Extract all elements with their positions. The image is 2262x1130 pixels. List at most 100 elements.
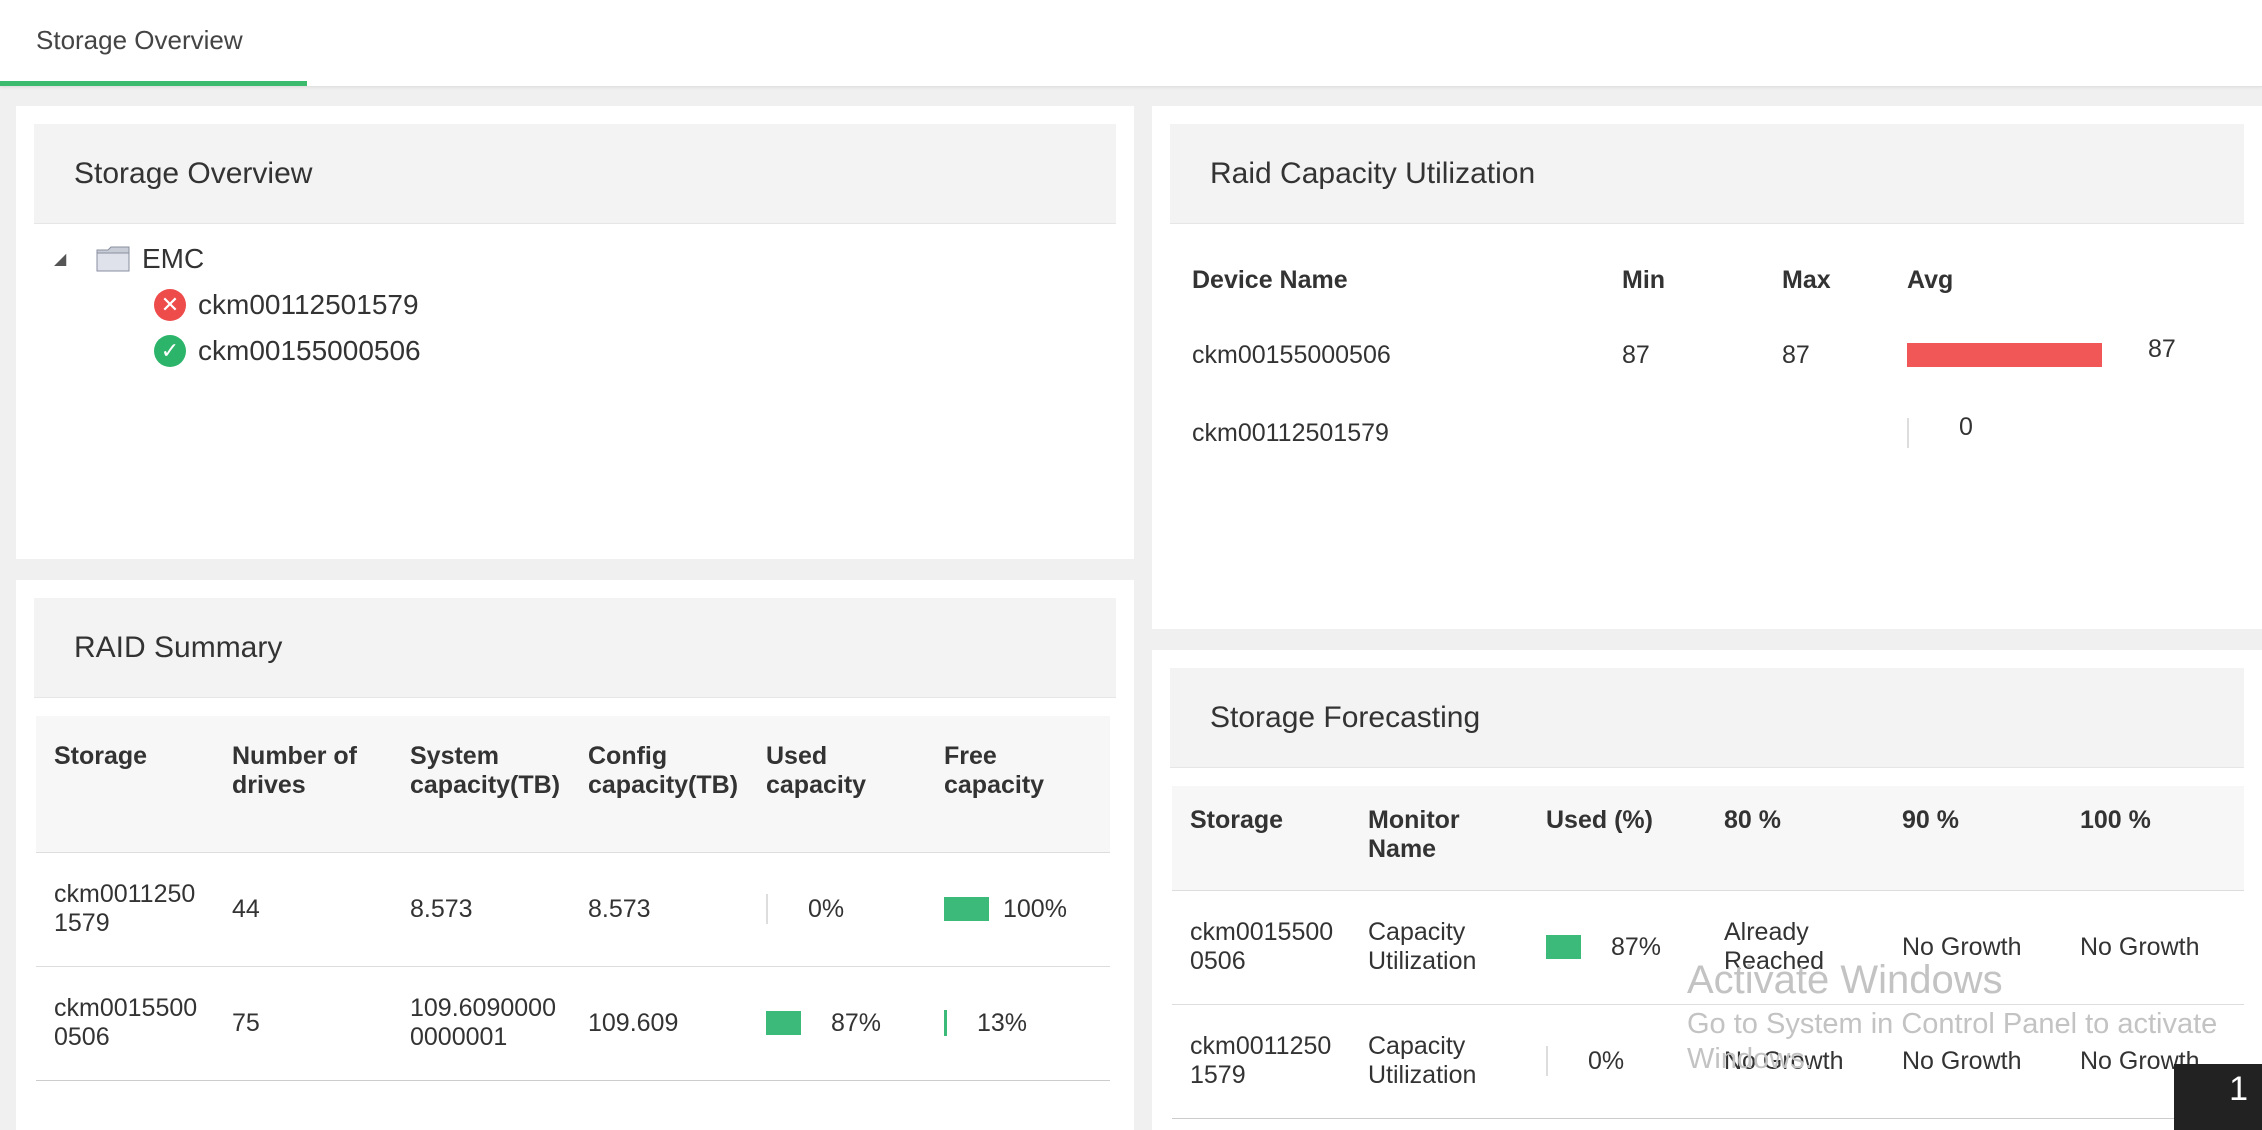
used-percent-value: 87% [1611, 932, 1662, 961]
cell-storage: ckm00155000506 [54, 994, 198, 1051]
column-header: Min [1622, 266, 1666, 294]
used-percent-value: 0% [1588, 1046, 1625, 1075]
table-row: ckm00155000506 Capacity Utilization 87% … [1172, 890, 2244, 1004]
cell-storage: ckm00112501579 [54, 880, 196, 937]
used-percent-bar [1546, 1046, 1548, 1076]
cell-drives: 44 [232, 894, 260, 923]
cell-80-percent: No Growth [1724, 1046, 1844, 1075]
storage-overview-panel: Storage Overview ◢ EMC ✕ ckm00112501579 … [16, 106, 1134, 559]
free-capacity-value: 13% [977, 1008, 1028, 1037]
storage-forecasting-table: Storage Monitor Name Used (%) 80 % 90 % … [1172, 786, 2244, 1119]
cell-max: 87 [1782, 340, 1810, 369]
column-header: Storage [1190, 806, 1284, 834]
cell-free-capacity: 100% [926, 852, 1110, 966]
column-header: Number of drives [232, 742, 357, 799]
avg-utilization-value: 0 [1959, 412, 1973, 441]
cell-free-capacity: 13% [926, 966, 1110, 1080]
cell-monitor-name: Capacity Utilization [1368, 918, 1477, 975]
folder-icon [96, 246, 130, 272]
table-row: ckm00155000506 75 109.60900000000001 109… [36, 966, 1110, 1080]
avg-utilization-bar [1907, 343, 2102, 367]
used-capacity-value: 0% [808, 894, 845, 923]
table-row: ckm00112501579 44 8.573 8.573 0% 100% [36, 852, 1110, 966]
avg-utilization-value: 87 [2148, 334, 2176, 363]
cell-used-percent: 0% [1528, 1004, 1706, 1118]
cell-device-name: ckm00112501579 [1192, 418, 1389, 447]
cell-avg: 0 [1889, 394, 2249, 472]
used-capacity-value: 87% [831, 1008, 882, 1037]
cell-system-capacity: 8.573 [410, 894, 473, 923]
tree-node-device[interactable]: ✓ ckm00155000506 [46, 328, 421, 374]
table-header-row: Storage Number of drives System capacity… [36, 716, 1110, 852]
cell-drives: 75 [232, 1008, 260, 1037]
column-header: Used (%) [1546, 806, 1653, 834]
free-capacity-bar [944, 1010, 947, 1036]
top-tab-bar: Storage Overview [0, 0, 2262, 87]
avg-utilization-bar [1907, 418, 1909, 448]
table-row: ckm00112501579 Capacity Utilization 0% N… [1172, 1004, 2244, 1118]
raid-summary-table: Storage Number of drives System capacity… [36, 716, 1110, 1081]
storage-overview-title: Storage Overview [34, 124, 1116, 224]
tree-node-root-label: EMC [142, 243, 205, 274]
cell-90-percent: No Growth [1902, 1046, 2022, 1075]
free-capacity-value: 100% [1003, 894, 1067, 923]
column-header: 100 % [2080, 806, 2151, 834]
cell-used-percent: 87% [1528, 890, 1706, 1004]
column-header: Avg [1907, 266, 1954, 294]
cell-used-capacity: 87% [748, 966, 926, 1080]
cell-system-capacity: 109.60900000000001 [410, 994, 556, 1051]
cell-avg: 87 [1889, 316, 2249, 394]
cell-config-capacity: 109.609 [588, 1008, 679, 1037]
cell-device-name: ckm00155000506 [1192, 340, 1391, 369]
column-header: Max [1782, 266, 1831, 294]
column-header: System capacity(TB) [410, 742, 561, 799]
tab-storage-overview[interactable]: Storage Overview [0, 0, 307, 86]
collapse-triangle-icon[interactable]: ◢ [54, 251, 67, 268]
free-capacity-bar [944, 897, 989, 921]
raid-capacity-title: Raid Capacity Utilization [1170, 124, 2244, 224]
ok-status-icon: ✓ [154, 335, 186, 367]
raid-capacity-panel: Raid Capacity Utilization Device Name Mi… [1152, 106, 2262, 629]
tree-node-device[interactable]: ✕ ckm00112501579 [46, 282, 421, 328]
column-header: Storage [54, 742, 148, 770]
column-header: 80 % [1724, 806, 1781, 834]
cell-100-percent: No Growth [2080, 932, 2200, 961]
column-header: Config capacity(TB) [588, 742, 739, 799]
notification-badge[interactable]: 1 [2174, 1064, 2262, 1130]
column-header: Device Name [1192, 266, 1348, 294]
activation-watermark-title: Activate Windows [1687, 958, 2003, 1002]
error-status-icon: ✕ [154, 289, 186, 321]
cell-monitor-name: Capacity Utilization [1368, 1032, 1477, 1089]
storage-forecasting-panel: Storage Forecasting Storage Monitor Name… [1152, 650, 2262, 1130]
used-percent-bar [1546, 935, 1581, 959]
cell-min [1604, 394, 1764, 472]
cell-config-capacity: 8.573 [588, 894, 651, 923]
activation-watermark-line1: Go to System in Control Panel to activat… [1687, 1008, 2218, 1040]
activation-watermark-line2: Windows. [1687, 1043, 1813, 1075]
column-header: Free capacity [944, 742, 1045, 799]
raid-capacity-table: Device Name Min Max Avg ckm00155000506 8… [1174, 266, 2249, 472]
column-header: 90 % [1902, 806, 1959, 834]
cell-90-percent: No Growth [1902, 932, 2022, 961]
tree-node-root[interactable]: ◢ EMC [46, 236, 421, 282]
cell-storage: ckm00112501579 [1190, 1032, 1332, 1089]
raid-summary-title: RAID Summary [34, 598, 1116, 698]
cell-storage: ckm00155000506 [1190, 918, 1334, 975]
raid-summary-panel: RAID Summary Storage Number of drives Sy… [16, 580, 1134, 1130]
table-row: ckm00112501579 0 [1174, 394, 2249, 472]
table-row: ckm00155000506 87 87 87 [1174, 316, 2249, 394]
column-header: Used capacity [766, 742, 867, 799]
cell-max [1764, 394, 1889, 472]
used-capacity-bar [766, 894, 768, 924]
storage-forecasting-title: Storage Forecasting [1170, 668, 2244, 768]
cell-min: 87 [1622, 340, 1650, 369]
table-header-row: Storage Monitor Name Used (%) 80 % 90 % … [1172, 786, 2244, 890]
used-capacity-bar [766, 1011, 801, 1035]
table-header-row: Device Name Min Max Avg [1174, 266, 2249, 316]
tree-node-label: ckm00112501579 [198, 289, 419, 320]
column-header: Monitor Name [1368, 806, 1460, 863]
cell-80-percent: Already Reached [1724, 918, 1825, 975]
storage-tree: ◢ EMC ✕ ckm00112501579 ✓ ckm00155000506 [46, 236, 421, 374]
tree-node-label: ckm00155000506 [198, 335, 421, 366]
cell-used-capacity: 0% [748, 852, 926, 966]
